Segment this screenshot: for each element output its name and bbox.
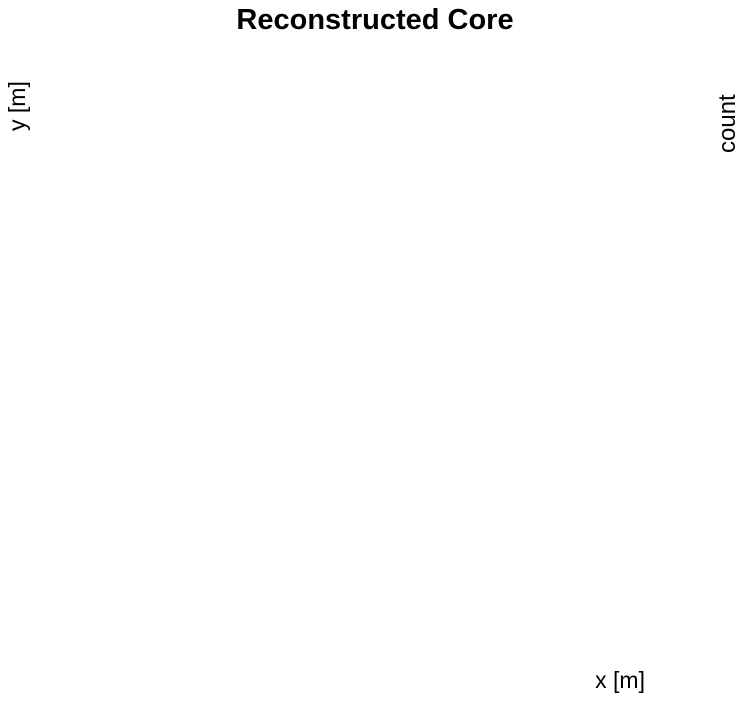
z-axis-title: count [714,94,741,153]
plot-title: Reconstructed Core [236,4,514,36]
heatmap-canvas [72,45,645,633]
colorbar-palette [649,45,681,633]
y-axis-title: y [m] [4,81,30,131]
x-axis-title: x [m] [595,667,645,693]
